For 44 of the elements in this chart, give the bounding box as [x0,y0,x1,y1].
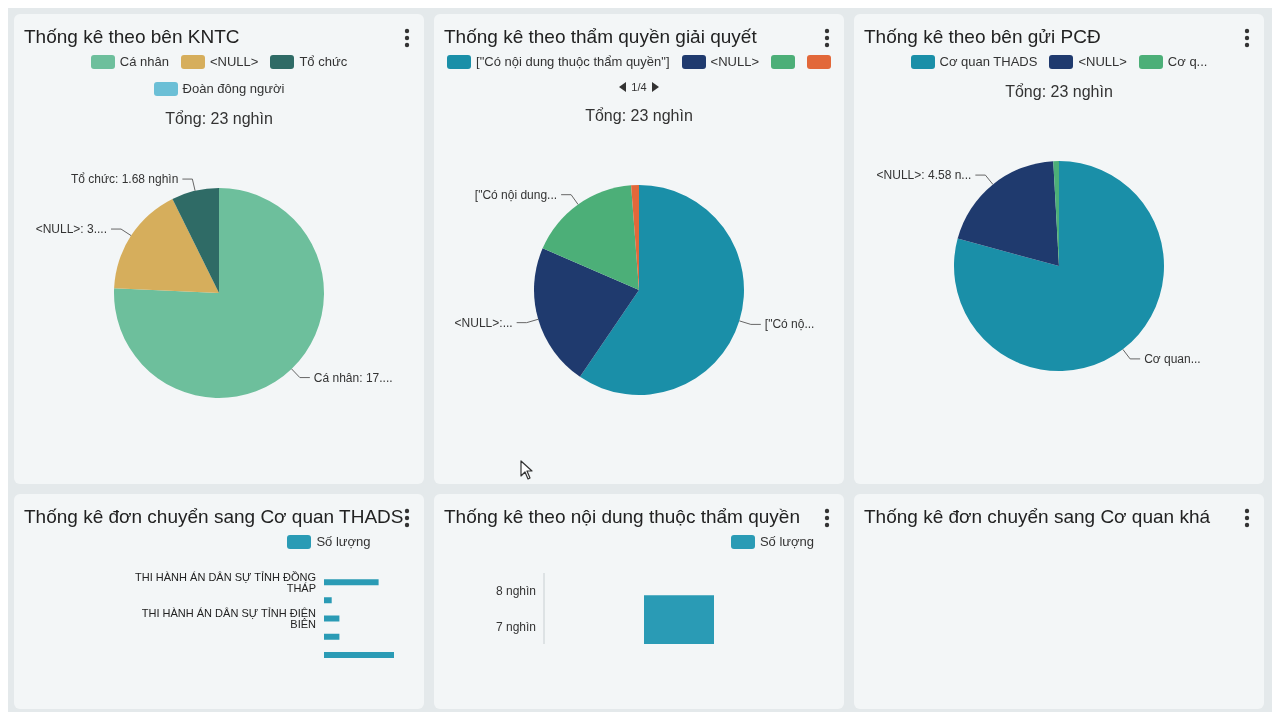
legend-label: <NULL> [1078,54,1127,69]
data-label: <NULL>: 4.58 n... [876,168,972,183]
chart-title: Thống kê theo nội dung thuộc thẩm quyền [444,506,801,528]
text: Tổng: 23 nghìn [1004,83,1114,101]
text: Tổng: 23 nghìn [164,110,274,128]
legend-label: Số lượng [759,534,814,549]
chart-title: Thống kê theo bên gửi PCĐ [864,26,1102,48]
pie-slice [957,161,1059,266]
data-label: ["Có nội dung... [474,187,558,202]
legend-label: ["Có nội dung thuộc thẩm quyền"] [476,54,670,69]
data-label: ["Có nộ... [764,317,815,332]
bar [324,597,332,604]
text: Thống kê đơn chuyển sang Cơ quan khá [864,506,1212,528]
data-label: Tổ chức: 1.68 nghìn [70,172,179,187]
data-label: <NULL>:... [454,315,513,330]
pie-slice [114,198,219,293]
text: 1/4 [631,81,647,93]
pie-slice [579,185,744,395]
chart-title: Thống kê đơn chuyển sang Cơ quan THADS [24,506,405,528]
bar [324,615,340,622]
y-tick-label: 8 nghìn [495,584,536,599]
legend-label: Cá nhân [119,54,169,69]
legend-label: <NULL> [710,54,759,69]
bar [324,633,340,640]
pie-slice [534,248,639,377]
data-label: Cơ quan... [1144,351,1201,366]
pie-slice [172,188,219,293]
pie-slice [954,161,1164,371]
legend-label: Cơ quan THADS [939,54,1038,69]
legend-label: Đoàn đông người [182,81,285,96]
chart-title: Thống kê theo thẩm quyền giải quyết [444,26,758,48]
y-tick-label: THI HÀNH ÁN DÂN SỰ TỈNH ĐỒNG THÁP [135,570,316,594]
bar [324,651,394,658]
bar [324,579,379,586]
chart-title: Thống kê theo bên KNTC [24,26,241,48]
legend-label: Tổ chức [299,54,348,69]
legend-label: <NULL> [210,54,259,69]
legend-label: Số lượng [316,534,371,549]
y-tick-label: THI HÀNH ÁN DÂN SỰ TỈNH ĐIỆN BIÊN [141,606,317,630]
legend-label: Cơ q... [1167,54,1208,69]
y-tick-label: 7 nghìn [495,619,536,634]
data-label: <NULL>: 3.... [35,222,108,237]
data-label: Cá nhân: 17.... [313,370,393,385]
text: Tổng: 23 nghìn [584,107,694,125]
